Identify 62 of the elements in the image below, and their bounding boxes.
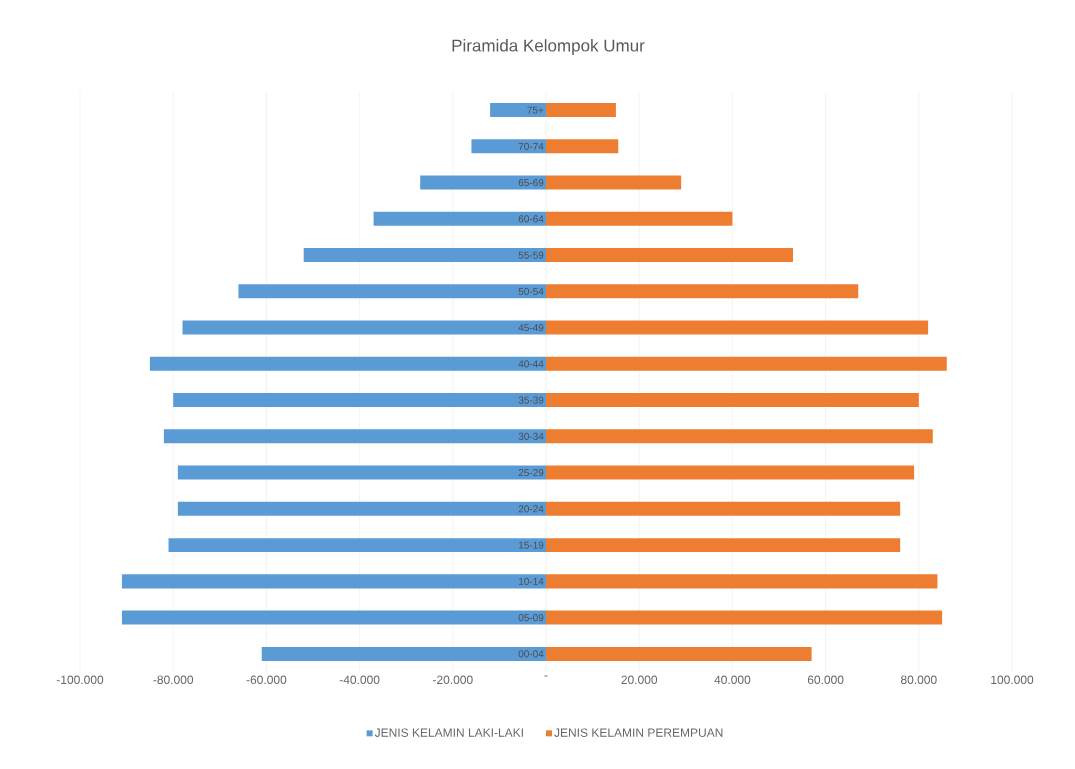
x-tick-label: - (544, 675, 548, 677)
bar (168, 538, 547, 553)
y-tick-label: 45-49 (518, 324, 544, 332)
bar (471, 139, 547, 154)
bar (303, 248, 547, 263)
y-tick-label: 00-04 (518, 650, 544, 658)
y-tick-label: 35-39 (518, 396, 544, 404)
bar (490, 103, 547, 118)
legend-label: JENIS KELAMIN PEREMPUAN (554, 728, 723, 737)
bar (546, 574, 938, 589)
bar (121, 574, 547, 589)
bar (546, 501, 901, 516)
bar (546, 320, 929, 335)
bar (546, 356, 947, 371)
y-tick-label: 40-44 (518, 360, 544, 368)
bar (177, 465, 547, 480)
y-tick-label: 20-24 (518, 505, 544, 513)
bar (546, 646, 812, 661)
bar (546, 393, 919, 408)
x-tick-label: 80.000 (900, 675, 937, 685)
x-tick-label: -20.000 (432, 675, 473, 685)
y-tick-label: 70-74 (518, 142, 544, 150)
bar (546, 175, 682, 190)
y-tick-label: 30-34 (518, 432, 544, 440)
bar (546, 538, 901, 553)
bar (546, 211, 733, 226)
bar (177, 501, 547, 516)
bar (546, 284, 859, 299)
y-tick-label: 75+ (527, 106, 544, 114)
y-tick-label: 15-19 (519, 541, 544, 549)
bar (546, 610, 943, 625)
bar (546, 103, 616, 118)
bar (546, 139, 619, 154)
bar (121, 610, 547, 625)
chart-title: Piramida Kelompok Umur (452, 39, 645, 55)
bar (149, 356, 547, 371)
bar (173, 393, 547, 408)
y-tick-label: 05-09 (518, 614, 544, 622)
x-tick-label: -100.000 (56, 675, 104, 685)
y-tick-label: 55-59 (518, 251, 544, 259)
bar (420, 175, 547, 190)
x-tick-label: 100.000 (991, 675, 1034, 685)
y-tick-label: 65-69 (518, 179, 544, 187)
bar (238, 284, 547, 299)
bar (546, 248, 793, 263)
bar (546, 465, 915, 480)
bar (261, 646, 547, 661)
x-tick-label: -40.000 (339, 675, 380, 685)
x-tick-label: 60.000 (807, 675, 844, 685)
x-tick-label: 20.000 (621, 675, 658, 685)
y-tick-label: 25-29 (518, 469, 544, 477)
legend-label: JENIS KELAMIN LAKI-LAKI (374, 728, 523, 737)
x-tick-label: -80.000 (153, 675, 194, 685)
x-tick-label: -60.000 (246, 675, 287, 685)
bar (373, 211, 547, 226)
y-tick-label: 60-64 (518, 215, 544, 223)
x-tick-label: 40.000 (714, 675, 751, 685)
y-tick-label: 50-54 (518, 287, 544, 295)
bar (546, 429, 933, 444)
y-tick-label: 10-14 (519, 577, 544, 585)
bar (163, 429, 547, 444)
bar (182, 320, 547, 335)
